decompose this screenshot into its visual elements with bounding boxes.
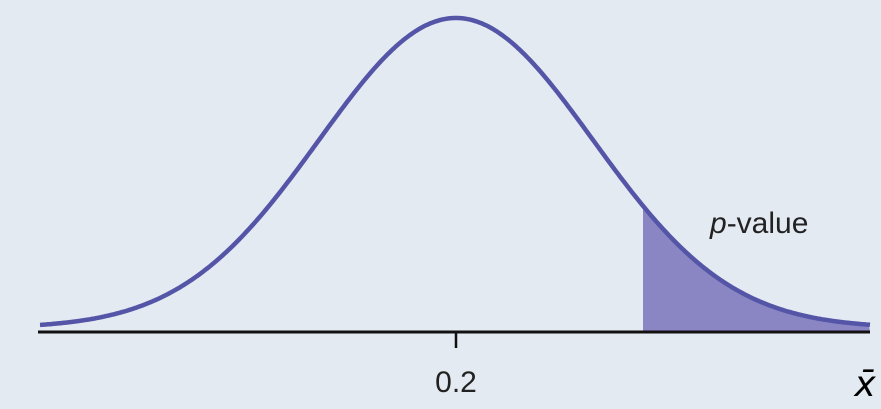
normal-curve xyxy=(39,15,871,328)
p-value-label-p: p xyxy=(709,207,727,240)
axis-label-xbar: x̄ xyxy=(853,364,876,405)
center-tick-label: 0.2 xyxy=(435,366,477,399)
p-value-label: p-value xyxy=(709,207,808,240)
p-value-label-rest: -value xyxy=(727,207,809,240)
p-value-shaded-region xyxy=(643,205,870,332)
